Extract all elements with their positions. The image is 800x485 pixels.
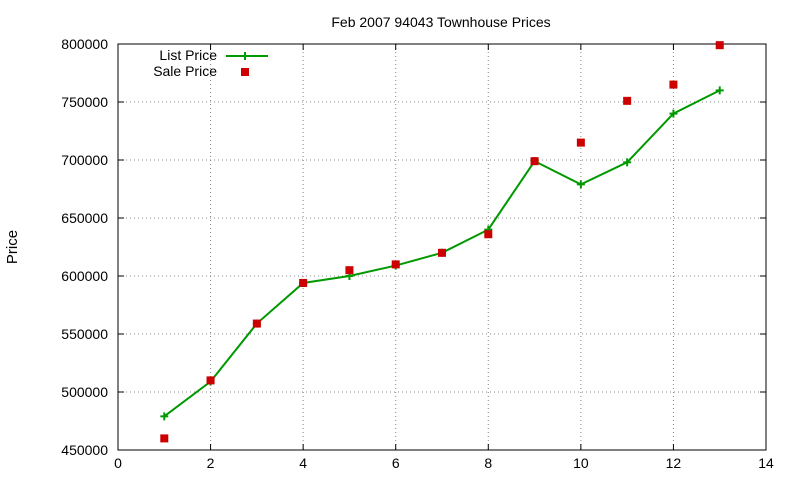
axes-layer: 0 2 4 6 8 10 12 14 450000 500000 550000 600000 65000… — [61, 36, 774, 471]
sale-price-point — [391, 260, 400, 269]
list-price-point — [576, 180, 585, 189]
x-tick-label: 12 — [666, 455, 682, 471]
chart-title: Feb 2007 94043 Townhouse Prices — [331, 14, 550, 30]
list-price-point — [160, 412, 169, 421]
sale-price-point — [438, 248, 446, 257]
sale-price-point — [160, 434, 169, 443]
legend-label-sale-price: Sale Price — [153, 63, 217, 79]
x-tick-label: 10 — [573, 455, 589, 471]
x-tick-label: 4 — [299, 455, 307, 471]
x-tick-label: 14 — [758, 455, 774, 471]
y-axis-label: Price — [4, 230, 21, 264]
sale-price-point — [669, 80, 678, 89]
sale-price-point — [206, 376, 215, 385]
data-layer — [160, 41, 724, 443]
x-tick-label: 2 — [207, 455, 215, 471]
y-tick-label: 600000 — [61, 268, 108, 284]
plot-border — [117, 43, 767, 451]
x-tick-label: 6 — [392, 455, 400, 471]
sale-price-point — [252, 319, 261, 328]
list-price-point — [715, 86, 724, 95]
legend-label-list-price: List Price — [159, 47, 217, 63]
y-tick-label: 700000 — [61, 152, 108, 168]
list-price-point — [623, 158, 632, 167]
y-tick-label: 750000 — [61, 94, 108, 110]
sale-price-point — [345, 266, 354, 275]
sale-price-point — [623, 96, 632, 105]
y-tick-label: 550000 — [61, 326, 108, 342]
sale-price-point — [484, 230, 493, 239]
sale-price-point — [576, 138, 585, 147]
grid-layer — [118, 44, 766, 450]
legend-marker-sale-price — [241, 68, 249, 76]
sale-price-point — [299, 278, 308, 287]
y-tick-label: 450000 — [61, 442, 108, 458]
y-tick-label: 800000 — [61, 36, 108, 52]
x-tick-label: 0 — [114, 455, 122, 471]
sale-price-point — [530, 157, 539, 166]
y-tick-label: 500000 — [61, 384, 108, 400]
list-price-point — [669, 109, 678, 118]
x-tick-label: 8 — [484, 455, 492, 471]
y-tick-label: 650000 — [61, 210, 108, 226]
sale-price-point — [715, 41, 724, 50]
